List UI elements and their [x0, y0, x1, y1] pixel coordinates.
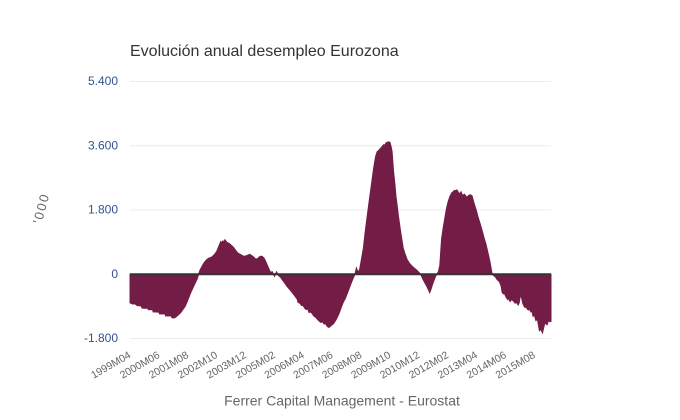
svg-text:-1.800: -1.800 [84, 331, 118, 345]
svg-text:1.800: 1.800 [88, 203, 118, 217]
svg-text:5.400: 5.400 [88, 74, 118, 88]
svg-text:3.600: 3.600 [88, 138, 118, 152]
svg-text:Ferrer Capital Management - Eu: Ferrer Capital Management - Eurostat [224, 392, 460, 408]
svg-text:Evolución anual desempleo Euro: Evolución anual desempleo Eurozona [130, 43, 399, 60]
svg-text:0: 0 [111, 267, 118, 281]
